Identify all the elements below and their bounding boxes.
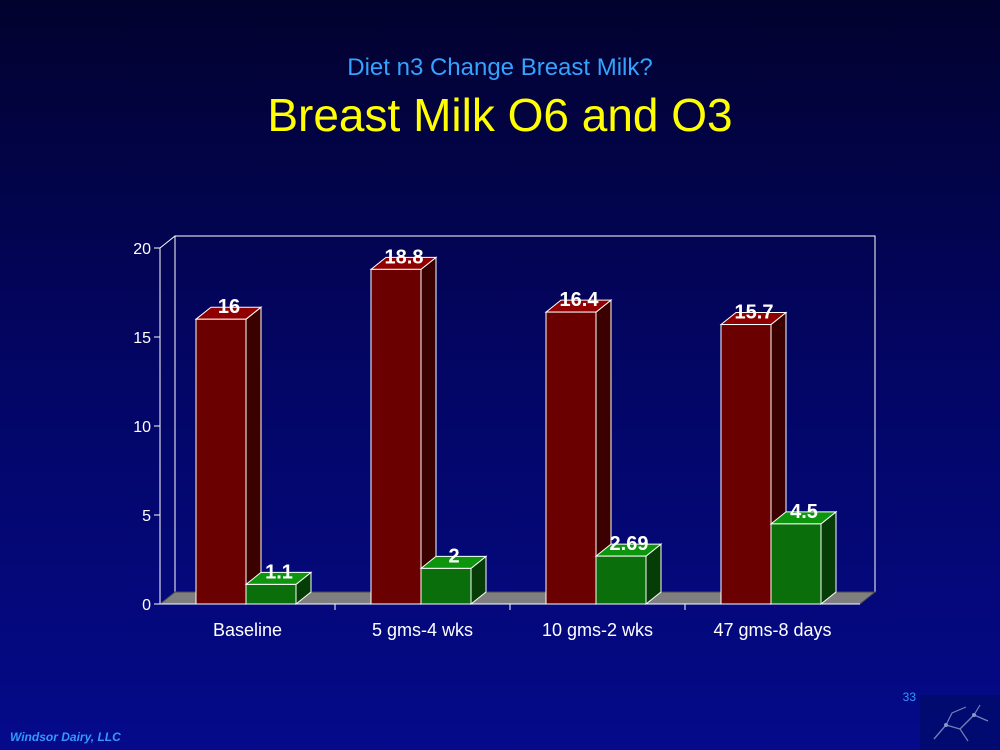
data-label: 15.7 bbox=[735, 302, 774, 324]
y-tick-label: 0 bbox=[142, 597, 151, 614]
x-tick-label: 5 gms-4 wks bbox=[372, 620, 473, 640]
data-label: 2 bbox=[448, 545, 459, 567]
bar bbox=[595, 555, 647, 605]
bar bbox=[420, 567, 472, 605]
bar bbox=[770, 523, 822, 605]
x-tick-label: 47 gms-8 days bbox=[713, 620, 831, 640]
slide-subtitle: Diet n3 Change Breast Milk? bbox=[347, 54, 653, 81]
y-axis-top-edge bbox=[159, 235, 176, 249]
x-tick-label: Baseline bbox=[213, 620, 282, 640]
bar bbox=[545, 311, 597, 605]
y-tick-label: 5 bbox=[142, 508, 151, 525]
page-number: 33 bbox=[902, 690, 916, 704]
data-label: 4.5 bbox=[790, 501, 818, 523]
x-tick-label: 10 gms-2 wks bbox=[542, 620, 653, 640]
y-tick-label: 15 bbox=[133, 330, 151, 347]
y-tick-label: 20 bbox=[133, 241, 151, 258]
bar-side bbox=[245, 306, 262, 606]
bar-side bbox=[820, 510, 837, 606]
data-label: 2.69 bbox=[610, 533, 649, 555]
corner-logo-icon bbox=[920, 695, 1000, 750]
bar bbox=[370, 268, 422, 605]
footer-company: Windsor Dairy, LLC bbox=[10, 730, 121, 744]
y-tick-label: 10 bbox=[133, 419, 151, 436]
slide-title: Breast Milk O6 and O3 bbox=[267, 89, 733, 141]
bar bbox=[720, 324, 772, 605]
bar bbox=[195, 318, 247, 605]
bar-side bbox=[420, 256, 437, 606]
bar bbox=[245, 583, 297, 605]
data-label: 1.1 bbox=[265, 561, 293, 583]
data-label: 16 bbox=[218, 296, 240, 318]
data-label: 18.8 bbox=[385, 246, 424, 268]
data-label: 16.4 bbox=[560, 289, 600, 311]
